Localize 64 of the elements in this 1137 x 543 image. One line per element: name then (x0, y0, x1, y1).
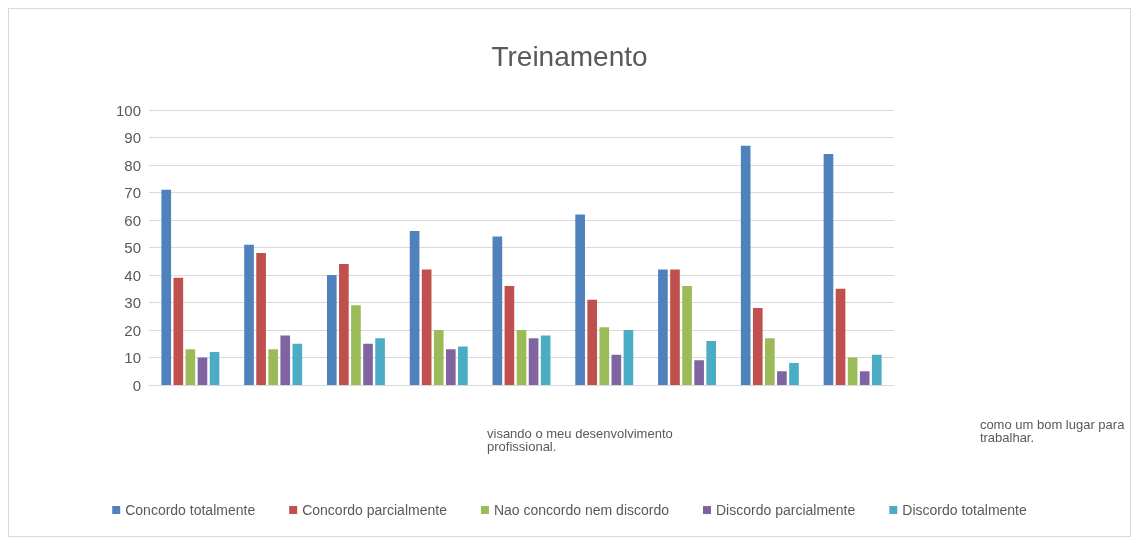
bar (458, 346, 468, 385)
y-tick-label: 90 (124, 129, 141, 146)
bar (823, 154, 834, 385)
y-tick-label: 10 (124, 349, 141, 366)
bar (351, 305, 361, 385)
bar (789, 363, 799, 385)
legend-label: Concordo parcialmente (302, 502, 448, 518)
y-tick-label: 40 (124, 266, 141, 284)
bar (528, 338, 539, 385)
bar (339, 264, 349, 385)
bar (575, 214, 585, 385)
bar (292, 343, 303, 385)
y-tick-label: 20 (124, 321, 141, 339)
bar (363, 343, 373, 385)
bar (421, 269, 432, 385)
bar (777, 371, 787, 385)
y-tick-label: 30 (124, 294, 141, 311)
bar (173, 277, 184, 385)
bar (740, 145, 751, 385)
y-tick-label: 70 (124, 184, 141, 201)
bar (185, 349, 196, 385)
bar (623, 330, 634, 385)
bar (670, 269, 680, 385)
y-tick-label: 50 (124, 239, 141, 256)
bar (445, 349, 456, 385)
bar (244, 244, 254, 385)
y-tick-label: 0 (132, 376, 141, 394)
bar (835, 288, 846, 385)
bar (268, 349, 278, 385)
bar (682, 286, 692, 385)
y-tick-label: 100 (115, 101, 141, 119)
bar (847, 357, 858, 385)
bar (433, 330, 444, 385)
bar (280, 335, 291, 385)
bar (375, 338, 385, 385)
bar (599, 327, 610, 385)
bar (516, 330, 527, 385)
bar (658, 269, 668, 385)
y-tick-label: 80 (124, 156, 141, 174)
legend-label: Discordo totalmente (902, 502, 1028, 518)
bar (694, 360, 704, 385)
bar (161, 189, 172, 385)
bar (752, 308, 763, 385)
chart-title: Treinamento (491, 40, 648, 72)
bar (209, 352, 220, 385)
y-tick-label: 60 (124, 211, 141, 229)
bar (611, 354, 622, 385)
bar (587, 299, 598, 385)
bar (859, 371, 870, 385)
bar (765, 338, 775, 385)
bar (256, 253, 266, 385)
bar (504, 286, 515, 385)
bar (326, 275, 337, 385)
bar (197, 357, 208, 385)
bar (492, 236, 503, 385)
text: visando o meu desenvolvimento profissional. (487, 426, 677, 454)
legend-label: Concordo totalmente (125, 502, 256, 518)
legend-label: Nao concordo nem discordo (493, 502, 670, 518)
bar (540, 335, 551, 385)
text: como um bom lugar para trabalhar. (979, 417, 1128, 445)
bar (409, 231, 420, 385)
bar (706, 341, 717, 385)
legend-label: Discordo parcialmente (716, 502, 856, 518)
bar (871, 354, 882, 385)
